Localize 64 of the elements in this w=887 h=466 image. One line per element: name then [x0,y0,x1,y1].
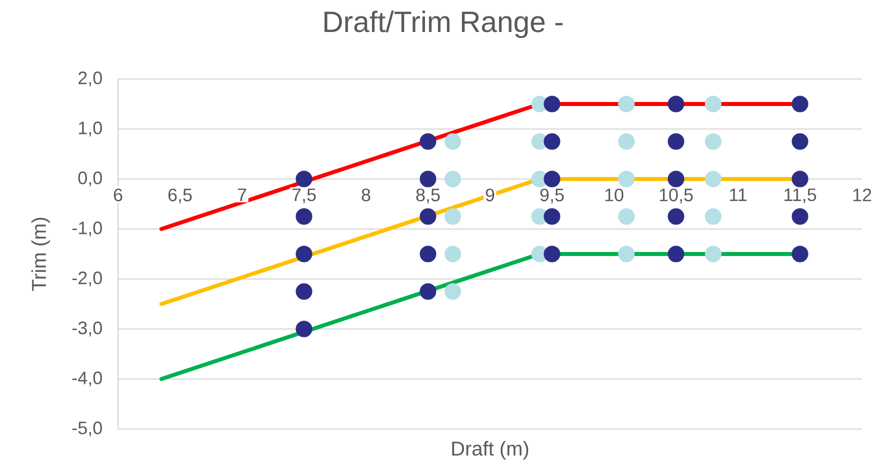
point [668,246,684,262]
chart-title: Draft/Trim Range - [324,10,563,38]
point [704,133,722,150]
x-tick-label: 8,5 [416,188,440,204]
point [618,133,635,150]
point [444,170,462,188]
point [668,208,684,225]
x-tick-label: 10 [605,188,624,202]
point [444,133,462,150]
point [544,96,560,112]
point [618,208,635,225]
point [420,170,436,188]
point [618,246,635,262]
point [544,208,560,225]
point [792,133,808,150]
point [296,246,312,262]
x-tick-label: 6,5 [168,188,192,204]
point [296,170,312,188]
y-tick-label: -3,0 [72,322,102,336]
point [420,246,436,262]
point [618,170,635,188]
point [792,96,808,112]
x-tick-label: 11,5 [784,188,816,204]
point [704,246,722,262]
x-tick-label: 10,5 [660,188,693,204]
point [792,208,808,225]
x-tick-label: 11 [730,188,746,201]
x-tick-label: 12 [853,188,872,202]
y-tick-label: -1,0 [72,222,102,236]
y-tick-label: 0,0 [78,172,102,186]
x-tick-label: 9 [486,188,494,202]
point [544,170,560,188]
point [618,96,635,112]
point [444,208,462,225]
point [704,208,722,225]
point [704,96,722,112]
y-tick-label: 2,0 [78,72,102,86]
point [668,133,684,150]
point [296,283,312,300]
point [668,170,684,188]
point [420,133,436,150]
point [296,320,312,338]
x-tick-label: 6 [114,188,122,202]
point [792,246,808,262]
point [420,208,436,225]
point [444,283,462,300]
point [704,170,722,188]
y-tick-label: -5,0 [72,422,102,436]
x-tick-label: 9,5 [540,188,564,204]
point [420,283,436,300]
x-axis-title: Draft (m) [452,441,528,460]
x-tick-label: 7 [238,188,246,201]
x-tick-label: 7,5 [292,188,316,204]
point [544,246,560,262]
point [668,96,684,112]
point [444,246,462,262]
y-tick-label: -2,0 [72,272,102,286]
y-tick-label: 1,0 [78,122,102,136]
y-axis-title: Trim (m) [31,218,50,291]
point [296,208,312,225]
y-tick-label: -4,0 [72,372,102,386]
x-tick-label: 8 [362,188,370,202]
point [544,133,560,150]
point [792,170,808,188]
